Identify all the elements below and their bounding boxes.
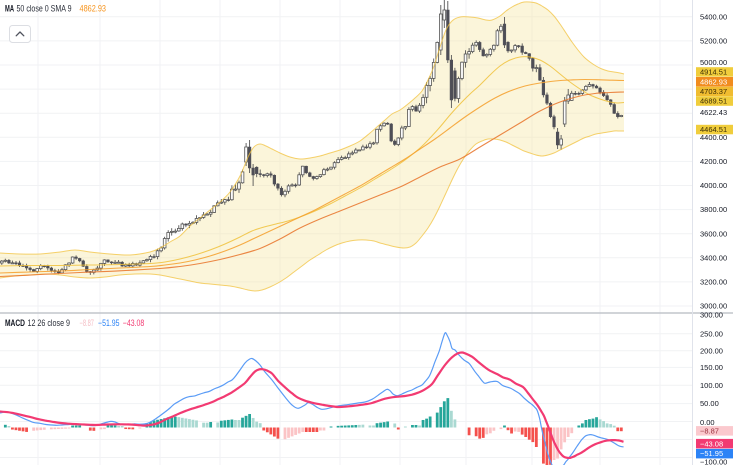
svg-text:50.00: 50.00	[700, 399, 719, 408]
svg-text:3200.00: 3200.00	[700, 278, 727, 287]
svg-text:5200.00: 5200.00	[700, 37, 727, 46]
svg-text:3600.00: 3600.00	[700, 229, 727, 238]
svg-text:4914.51: 4914.51	[700, 68, 727, 77]
svg-text:4464.51: 4464.51	[700, 125, 727, 134]
svg-text:−43.08: −43.08	[700, 439, 723, 448]
svg-text:4862.93: 4862.93	[700, 77, 727, 86]
svg-text:4400.00: 4400.00	[700, 133, 727, 142]
svg-text:300.00: 300.00	[700, 311, 723, 320]
svg-text:MACD: MACD	[5, 318, 25, 328]
svg-text:5000.00: 5000.00	[700, 58, 727, 67]
svg-text:4622.43: 4622.43	[700, 108, 727, 117]
svg-text:3400.00: 3400.00	[700, 253, 727, 262]
svg-text:4703.37: 4703.37	[700, 87, 727, 96]
svg-text:100.00: 100.00	[700, 381, 723, 390]
svg-text:4000.00: 4000.00	[700, 181, 727, 190]
svg-text:−8.87: −8.87	[80, 318, 95, 328]
svg-text:4689.51: 4689.51	[700, 97, 727, 106]
svg-text:200.00: 200.00	[700, 346, 723, 355]
svg-text:MA: MA	[5, 4, 14, 14]
svg-text:3800.00: 3800.00	[700, 205, 727, 214]
svg-text:50 close 0 SMA 9: 50 close 0 SMA 9	[17, 4, 72, 14]
svg-text:0.00: 0.00	[700, 418, 715, 427]
svg-text:−51.95: −51.95	[98, 318, 120, 328]
svg-text:−43.08: −43.08	[123, 318, 145, 328]
svg-text:4862.93: 4862.93	[80, 4, 107, 14]
svg-text:3000.00: 3000.00	[700, 302, 727, 311]
svg-text:5400.00: 5400.00	[700, 12, 727, 21]
svg-text:4200.00: 4200.00	[700, 157, 727, 166]
svg-text:−8.87: −8.87	[700, 426, 719, 435]
svg-text:−51.95: −51.95	[700, 449, 723, 458]
svg-text:150.00: 150.00	[700, 363, 723, 372]
svg-text:−100.00: −100.00	[700, 458, 727, 465]
svg-text:250.00: 250.00	[700, 329, 723, 338]
svg-text:12 26 close 9: 12 26 close 9	[28, 318, 71, 328]
